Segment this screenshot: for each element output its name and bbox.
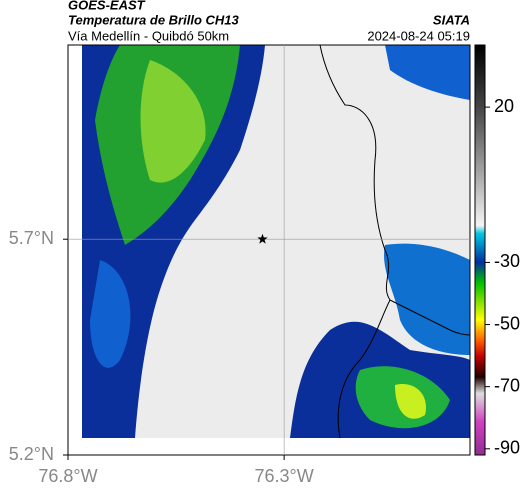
colorbar-tick-label: -70 xyxy=(494,375,520,395)
source: SIATA xyxy=(433,12,470,27)
cold-cloud xyxy=(383,243,470,355)
cold-cloud xyxy=(385,45,470,100)
cold-cloud xyxy=(140,60,206,183)
colorbar-tick-label: -90 xyxy=(494,438,520,458)
colorbar-tick-label: 20 xyxy=(494,96,514,116)
cold-cloud xyxy=(90,260,131,368)
title: GOES-EAST xyxy=(68,0,146,12)
y-tick-label: 5.7°N xyxy=(9,228,54,248)
x-tick-label: 76.8°W xyxy=(38,466,97,486)
route: Vía Medellín - Quibdó 50km xyxy=(68,28,229,43)
cold-cloud xyxy=(395,384,426,419)
colorbar-tick-label: -50 xyxy=(494,313,520,333)
colorbar-tick-label: -30 xyxy=(494,251,520,271)
x-tick-label: 76.3°W xyxy=(255,466,314,486)
subtitle: Temperatura de Brillo CH13 xyxy=(68,12,240,27)
y-tick-label: 5.2°N xyxy=(9,444,54,464)
colorbar xyxy=(474,44,486,456)
timestamp: 2024-08-24 05:19 xyxy=(367,28,470,43)
border xyxy=(319,44,391,439)
map-area xyxy=(67,44,486,456)
location-marker xyxy=(257,233,268,244)
border xyxy=(389,299,471,336)
map-frame xyxy=(67,44,471,456)
